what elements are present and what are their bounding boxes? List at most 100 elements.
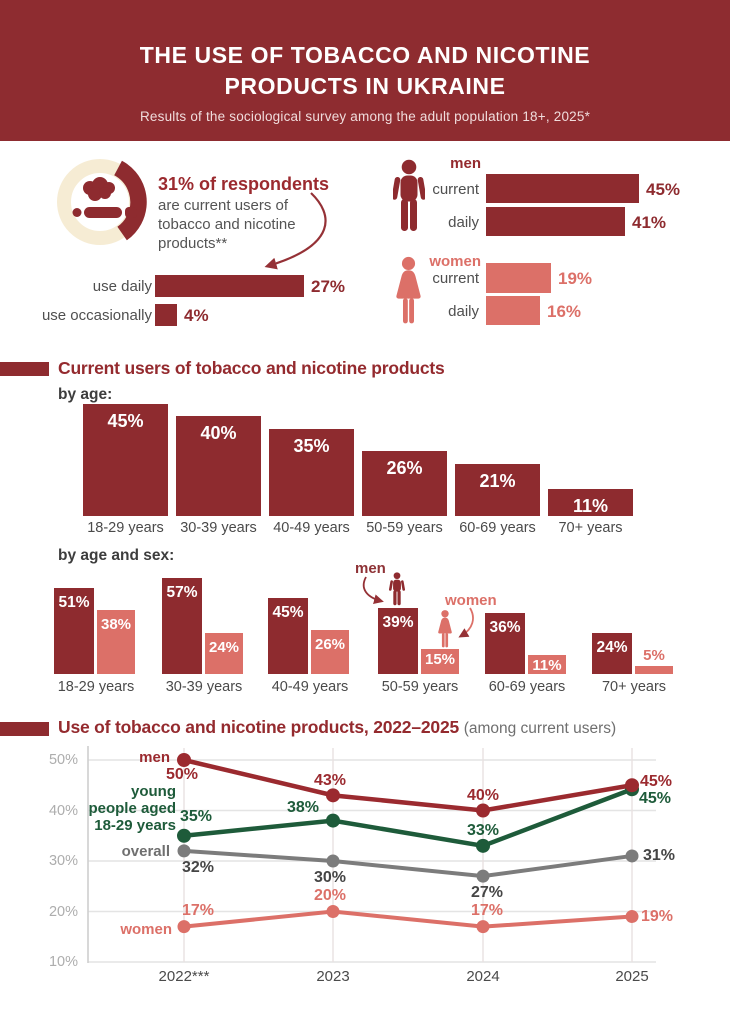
trend-series-name: young people aged 18-29 years [88, 783, 176, 834]
data-point [476, 803, 490, 818]
agesex-men-value: 24% [596, 639, 628, 656]
data-point [326, 854, 340, 868]
agesex-women-value: 15% [424, 651, 456, 668]
agesex-women-value: 24% [208, 639, 240, 656]
trend-value-label: 27% [470, 884, 504, 902]
trend-value-label: 38% [286, 798, 320, 816]
agesex-women-bar [205, 633, 243, 674]
man-annotation-icon [388, 572, 406, 606]
agesex-category: 40-49 years [271, 679, 349, 695]
x-tick-label: 2025 [615, 968, 649, 985]
sex-bar-label: current [432, 181, 479, 198]
data-point [625, 778, 639, 793]
age-bar-value: 26% [386, 458, 423, 478]
overview-bar-value: 4% [184, 306, 209, 325]
y-tick-label: 10% [48, 954, 78, 970]
trend-value-label: 30% [313, 869, 347, 886]
agesex-women-bar [311, 630, 349, 674]
section-accent-block [0, 722, 49, 736]
age-bar-category: 50-59 years [366, 520, 443, 536]
page-title-line2: PRODUCTS IN UKRAINE [224, 73, 506, 99]
data-point [326, 813, 340, 828]
sex-bar-value: 41% [632, 213, 667, 232]
section-trend-heading: Use of tobacco and nicotine products, 20… [58, 717, 616, 738]
agesex-men-value: 57% [166, 584, 198, 601]
age-bar-category: 70+ years [558, 520, 623, 536]
woman-annotation-icon [438, 610, 452, 648]
trend-value-label: 20% [313, 886, 347, 904]
sex-bar-value: 45% [646, 180, 681, 199]
data-point [177, 844, 191, 858]
men-annotation-label: men [355, 560, 386, 577]
donut-31pct [53, 155, 147, 249]
age-bar-value: 35% [293, 436, 330, 456]
data-point [177, 828, 191, 843]
agesex-category: 50-59 years [381, 679, 459, 695]
women-annotation-label: women [445, 592, 497, 609]
age-bar [269, 429, 354, 516]
agesex-men-value: 51% [58, 594, 90, 611]
agesex-category: 30-39 years [165, 679, 243, 695]
sex-bar [486, 207, 625, 236]
sex-bar-value: 16% [547, 302, 582, 321]
agesex-men-bar [162, 578, 202, 674]
trend-value-label: 17% [181, 901, 215, 919]
agesex-men-bar [378, 608, 418, 674]
x-tick-label: 2022*** [158, 968, 210, 985]
overview-description: are current users of tobacco and nicotin… [158, 197, 296, 252]
data-point [177, 753, 191, 767]
agesex-women-bar [421, 649, 459, 674]
overview-bar [155, 304, 177, 326]
y-tick-label: 30% [48, 853, 78, 869]
overview-bar [155, 275, 304, 297]
agesex-women-bar [97, 610, 135, 674]
x-tick-label: 2024 [466, 968, 500, 985]
age-bar-value: 45% [107, 411, 144, 431]
sex-bar-label: current [432, 270, 479, 287]
overview-bar-label: use daily [92, 278, 152, 295]
overview-bar-label: use occasionally [41, 307, 152, 324]
agesex-men-value: 39% [382, 614, 414, 631]
sex-bar-value: 19% [558, 269, 593, 288]
section-users-heading: Current users of tobacco and nicotine pr… [58, 358, 445, 378]
sex-bar [486, 263, 551, 293]
data-point [326, 788, 340, 803]
sex-bar [486, 174, 639, 203]
agesex-men-bar [54, 588, 94, 674]
agesex-men-bar [268, 598, 308, 674]
trend-value-label: 35% [179, 807, 213, 825]
age-bar [83, 404, 168, 516]
trend-line [182, 848, 634, 879]
sex-bar-label: daily [448, 214, 479, 231]
age-bar-value: 11% [572, 496, 609, 516]
age-bar-category: 40-49 years [273, 520, 350, 536]
agesex-women-value: 5% [643, 647, 665, 664]
agesex-men-bar [485, 613, 525, 674]
age-bar-category: 60-69 years [459, 520, 536, 536]
age-bar [176, 416, 261, 516]
page-title-line1: THE USE OF TOBACCO AND NICOTINE [139, 42, 591, 68]
trend-value-label: 43% [313, 772, 347, 790]
data-point [625, 849, 639, 863]
trend-value-label: 45% [639, 773, 673, 791]
agesex-category: 70+ years [601, 679, 667, 695]
age-bar [362, 451, 447, 516]
data-point [625, 910, 639, 924]
trend-value-label: 40% [466, 786, 500, 804]
agesex-women-value: 26% [314, 636, 346, 653]
trend-value-label: 17% [470, 901, 504, 919]
overview-headline: 31% of respondents [158, 174, 330, 194]
age-bar [548, 489, 633, 516]
trend-value-label: 50% [165, 766, 199, 783]
by-age-label: by age: [58, 386, 113, 403]
men-group-label: men [450, 155, 481, 172]
overview-bar-value: 27% [311, 277, 346, 296]
sex-bar [486, 296, 540, 325]
data-point [177, 920, 191, 934]
age-bar [455, 464, 540, 516]
trend-heading-suffix: (among current users) [463, 720, 617, 737]
trend-series-name: overall [121, 843, 170, 860]
trend-line [182, 909, 634, 929]
agesex-women-value: 11% [532, 657, 562, 674]
y-tick-label: 50% [48, 752, 78, 768]
